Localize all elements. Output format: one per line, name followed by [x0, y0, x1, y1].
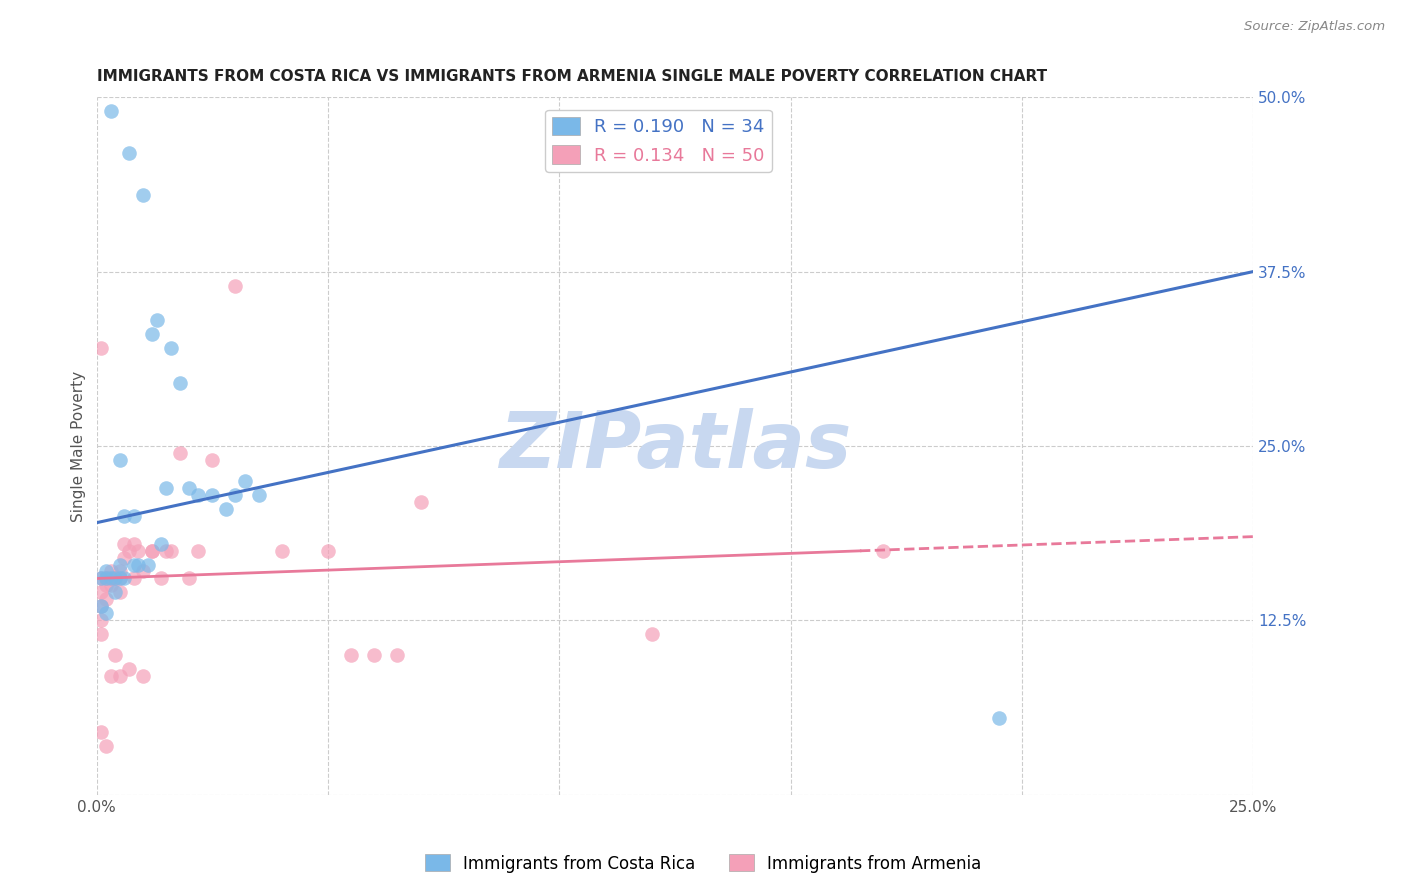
Point: [108, 572, 131, 586]
Point: [90, 572, 112, 586]
Point: [90, 627, 112, 641]
Point: [112, 536, 135, 550]
Legend: R = 0.190   N = 34, R = 0.134   N = 50: R = 0.190 N = 34, R = 0.134 N = 50: [546, 110, 772, 172]
Point: [187, 543, 209, 558]
Y-axis label: Single Male Poverty: Single Male Poverty: [72, 370, 86, 522]
Point: [169, 376, 191, 391]
Point: [90, 613, 112, 627]
Point: [104, 572, 127, 586]
Point: [155, 543, 177, 558]
Point: [363, 648, 385, 663]
Point: [136, 558, 159, 572]
Point: [104, 585, 127, 599]
Point: [94, 607, 117, 621]
Point: [100, 572, 122, 586]
Point: [90, 572, 112, 586]
Point: [108, 565, 131, 579]
Point: [127, 558, 149, 572]
Text: Source: ZipAtlas.com: Source: ZipAtlas.com: [1244, 20, 1385, 33]
Point: [122, 508, 145, 523]
Point: [122, 536, 145, 550]
Point: [112, 550, 135, 565]
Point: [155, 481, 177, 495]
Point: [122, 558, 145, 572]
Point: [118, 543, 141, 558]
Point: [100, 669, 122, 683]
Point: [150, 536, 173, 550]
Point: [90, 599, 112, 614]
Point: [872, 543, 894, 558]
Point: [94, 739, 117, 753]
Point: [987, 711, 1010, 725]
Point: [247, 488, 270, 502]
Point: [108, 669, 131, 683]
Point: [108, 585, 131, 599]
Point: [387, 648, 409, 663]
Point: [90, 585, 112, 599]
Point: [127, 543, 149, 558]
Point: [224, 488, 246, 502]
Point: [112, 572, 135, 586]
Point: [141, 543, 163, 558]
Point: [179, 572, 201, 586]
Legend: Immigrants from Costa Rica, Immigrants from Armenia: Immigrants from Costa Rica, Immigrants f…: [418, 847, 988, 880]
Point: [159, 341, 181, 355]
Point: [159, 543, 181, 558]
Point: [340, 648, 363, 663]
Point: [100, 104, 122, 119]
Point: [150, 572, 173, 586]
Point: [270, 543, 292, 558]
Point: [104, 572, 127, 586]
Point: [641, 627, 664, 641]
Point: [94, 572, 117, 586]
Point: [224, 278, 246, 293]
Point: [169, 446, 191, 460]
Point: [104, 648, 127, 663]
Point: [108, 572, 131, 586]
Point: [233, 474, 256, 488]
Point: [104, 572, 127, 586]
Point: [201, 488, 224, 502]
Point: [118, 662, 141, 676]
Point: [187, 488, 209, 502]
Point: [94, 578, 117, 592]
Point: [141, 543, 163, 558]
Text: IMMIGRANTS FROM COSTA RICA VS IMMIGRANTS FROM ARMENIA SINGLE MALE POVERTY CORREL: IMMIGRANTS FROM COSTA RICA VS IMMIGRANTS…: [97, 69, 1047, 84]
Point: [118, 146, 141, 161]
Point: [108, 558, 131, 572]
Point: [112, 508, 135, 523]
Text: ZIPatlas: ZIPatlas: [499, 408, 851, 484]
Point: [132, 669, 155, 683]
Point: [132, 565, 155, 579]
Point: [94, 572, 117, 586]
Point: [94, 565, 117, 579]
Point: [100, 565, 122, 579]
Point: [409, 494, 432, 508]
Point: [90, 725, 112, 739]
Point: [90, 599, 112, 614]
Point: [132, 187, 155, 202]
Point: [215, 501, 238, 516]
Point: [179, 481, 201, 495]
Point: [94, 592, 117, 607]
Point: [141, 327, 163, 342]
Point: [100, 572, 122, 586]
Point: [100, 578, 122, 592]
Point: [90, 341, 112, 355]
Point: [316, 543, 339, 558]
Point: [94, 572, 117, 586]
Point: [122, 572, 145, 586]
Point: [201, 453, 224, 467]
Point: [108, 453, 131, 467]
Point: [146, 313, 169, 327]
